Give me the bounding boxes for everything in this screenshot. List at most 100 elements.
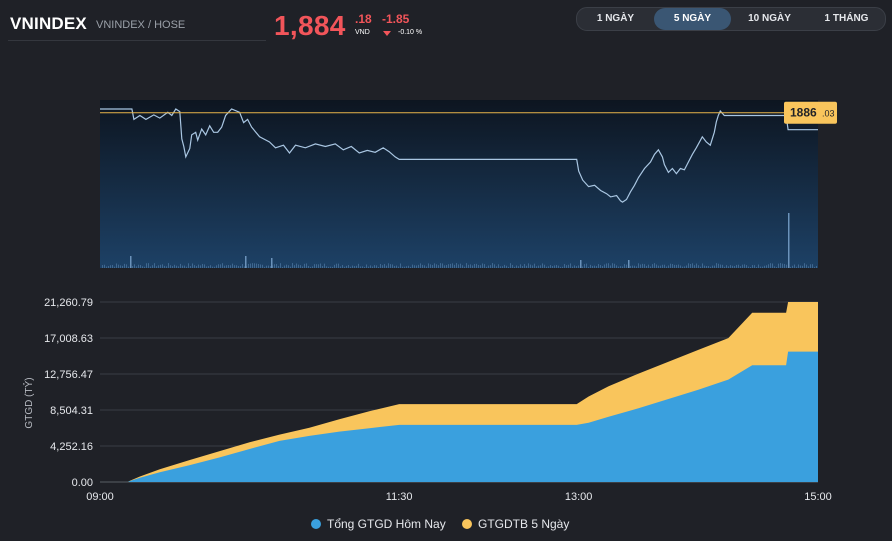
- price-change-percent: -0.10 %: [398, 29, 423, 36]
- volume-bar: [244, 266, 245, 268]
- volume-bar: [768, 264, 769, 268]
- volume-bar: [208, 266, 209, 268]
- volume-bar: [438, 265, 439, 268]
- volume-bar: [462, 265, 463, 268]
- volume-bar: [510, 263, 511, 268]
- volume-bar: [526, 265, 527, 268]
- volume-bar: [196, 266, 197, 268]
- tab-1-month[interactable]: 1 THÁNG: [824, 13, 869, 24]
- volume-bar: [512, 264, 513, 268]
- volume-bar: [492, 263, 493, 268]
- volume-bar: [174, 264, 175, 268]
- legend: Tổng GTGD Hôm Nay GTGDTB 5 Ngày: [0, 517, 892, 533]
- volume-bar: [320, 263, 321, 268]
- volume-bar: [716, 263, 717, 268]
- volume-bar: [540, 265, 541, 268]
- volume-bar: [164, 265, 165, 268]
- header: VNINDEX VNINDEX / HOSE 1,884 .18 VND -1.…: [0, 0, 892, 44]
- volume-bar: [396, 265, 397, 268]
- volume-bar: [528, 263, 529, 268]
- volume-bar: [302, 266, 303, 268]
- volume-bar: [404, 266, 405, 268]
- volume-bar: [516, 265, 517, 268]
- volume-bar: [620, 266, 621, 268]
- volume-bar: [234, 265, 235, 268]
- tab-5-days[interactable]: 5 NGÀY: [654, 8, 731, 30]
- volume-bar: [430, 264, 431, 268]
- volume-bar: [534, 263, 535, 268]
- volume-bar: [182, 265, 183, 268]
- volume-bar: [176, 265, 177, 268]
- volume-bar: [790, 266, 791, 268]
- volume-bar: [626, 264, 627, 268]
- volume-bar: [284, 265, 285, 268]
- volume-bar: [562, 266, 563, 268]
- volume-bar: [332, 266, 333, 268]
- volume-bar: [374, 265, 375, 268]
- volume-bar: [384, 264, 385, 268]
- volume-bar: [496, 266, 497, 268]
- volume-bar: [352, 265, 353, 268]
- volume-bar: [292, 263, 293, 268]
- volume-bar: [318, 264, 319, 268]
- volume-bar: [656, 264, 657, 268]
- volume-bar: [502, 266, 503, 268]
- volume-bar: [568, 264, 569, 268]
- volume-bar: [662, 264, 663, 268]
- volume-bar: [566, 265, 567, 268]
- volume-bar: [106, 266, 107, 268]
- volume-bar: [694, 265, 695, 268]
- volume-bar: [738, 264, 739, 268]
- volume-bar: [674, 264, 675, 268]
- volume-bar: [420, 263, 421, 268]
- reference-price-decimal: .03: [822, 109, 835, 119]
- price-chart: 1886 .03: [100, 100, 837, 268]
- y-tick-label: 12,756.47: [44, 369, 93, 381]
- volume-bar: [714, 265, 715, 268]
- legend-item-today[interactable]: Tổng GTGD Hôm Nay: [311, 517, 446, 531]
- volume-bar: [170, 265, 171, 268]
- volume-bar: [290, 266, 291, 268]
- volume-bar: [308, 265, 309, 268]
- volume-bar: [782, 263, 783, 268]
- volume-bar: [808, 266, 809, 268]
- volume-bar: [454, 264, 455, 268]
- volume-bar: [300, 265, 301, 268]
- volume-bar: [366, 264, 367, 268]
- y-tick-label: 21,260.79: [44, 297, 93, 309]
- volume-bar: [622, 266, 623, 268]
- volume-bar: [390, 264, 391, 268]
- volume-bar: [752, 265, 753, 268]
- tab-1-day[interactable]: 1 NGÀY: [596, 13, 635, 24]
- volume-bar: [342, 265, 343, 268]
- volume-bar: [271, 258, 273, 268]
- volume-bar: [484, 264, 485, 268]
- volume-bar: [178, 266, 179, 268]
- volume-bar: [434, 263, 435, 268]
- volume-bar: [204, 264, 205, 268]
- volume-bar: [548, 266, 549, 268]
- volume-bar: [672, 264, 673, 268]
- volume-bar: [240, 266, 241, 268]
- volume-bar: [288, 265, 289, 268]
- y-tick-label: 0.00: [72, 477, 93, 489]
- volume-bar: [600, 265, 601, 268]
- y-axis-ticks: 0.00 4,252.16 8,504.31 12,756.47 17,008.63 21…: [44, 297, 93, 489]
- volume-bar: [644, 264, 645, 268]
- volume-bar: [558, 265, 559, 268]
- volume-bar: [722, 264, 723, 268]
- volume-bar: [408, 265, 409, 268]
- volume-bar: [424, 265, 425, 268]
- legend-item-avg[interactable]: GTGDTB 5 Ngày: [462, 517, 569, 531]
- volume-bar: [298, 264, 299, 268]
- volume-bar: [742, 264, 743, 268]
- volume-bar: [370, 265, 371, 268]
- volume-bar: [226, 265, 227, 268]
- volume-bar: [224, 265, 225, 268]
- volume-bar: [442, 263, 443, 268]
- volume-bar: [326, 266, 327, 268]
- tab-10-days[interactable]: 10 NGÀY: [748, 13, 791, 24]
- range-tabs: 1 NGÀY 5 NGÀY 10 NGÀY 1 THÁNG: [576, 7, 886, 31]
- volume-bar: [278, 265, 279, 268]
- volume-bar: [212, 266, 213, 268]
